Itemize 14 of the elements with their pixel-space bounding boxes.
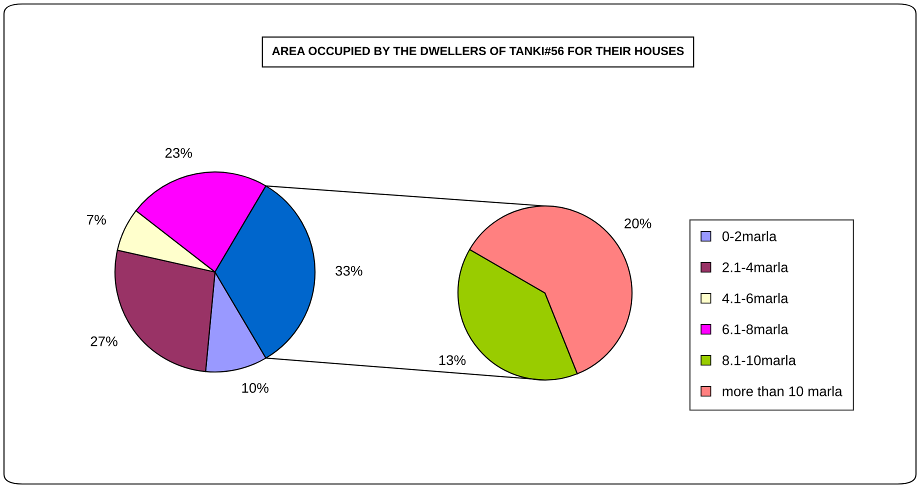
- data-label: 10%: [242, 383, 268, 393]
- legend-label: 6.1-8marla: [722, 324, 788, 334]
- data-label: 20%: [624, 218, 652, 228]
- data-label: 23%: [165, 148, 192, 158]
- chart-title: AREA OCCUPIED BY THE DWELLERS OF TANKI#56 FOR THEIR HOUSES: [272, 46, 684, 56]
- legend-label: 0-2marla: [722, 231, 777, 242]
- legend-label: 4.1-6marla: [722, 293, 788, 304]
- data-label: 7%: [87, 214, 106, 225]
- data-label: 27%: [90, 336, 118, 346]
- data-label: 33%: [336, 266, 362, 276]
- legend-label: more than 10 marla: [722, 386, 842, 396]
- data-label: 13%: [439, 355, 466, 366]
- legend-label: 8.1-10marla: [722, 355, 796, 366]
- legend-label: 2.1-4marla: [722, 262, 788, 272]
